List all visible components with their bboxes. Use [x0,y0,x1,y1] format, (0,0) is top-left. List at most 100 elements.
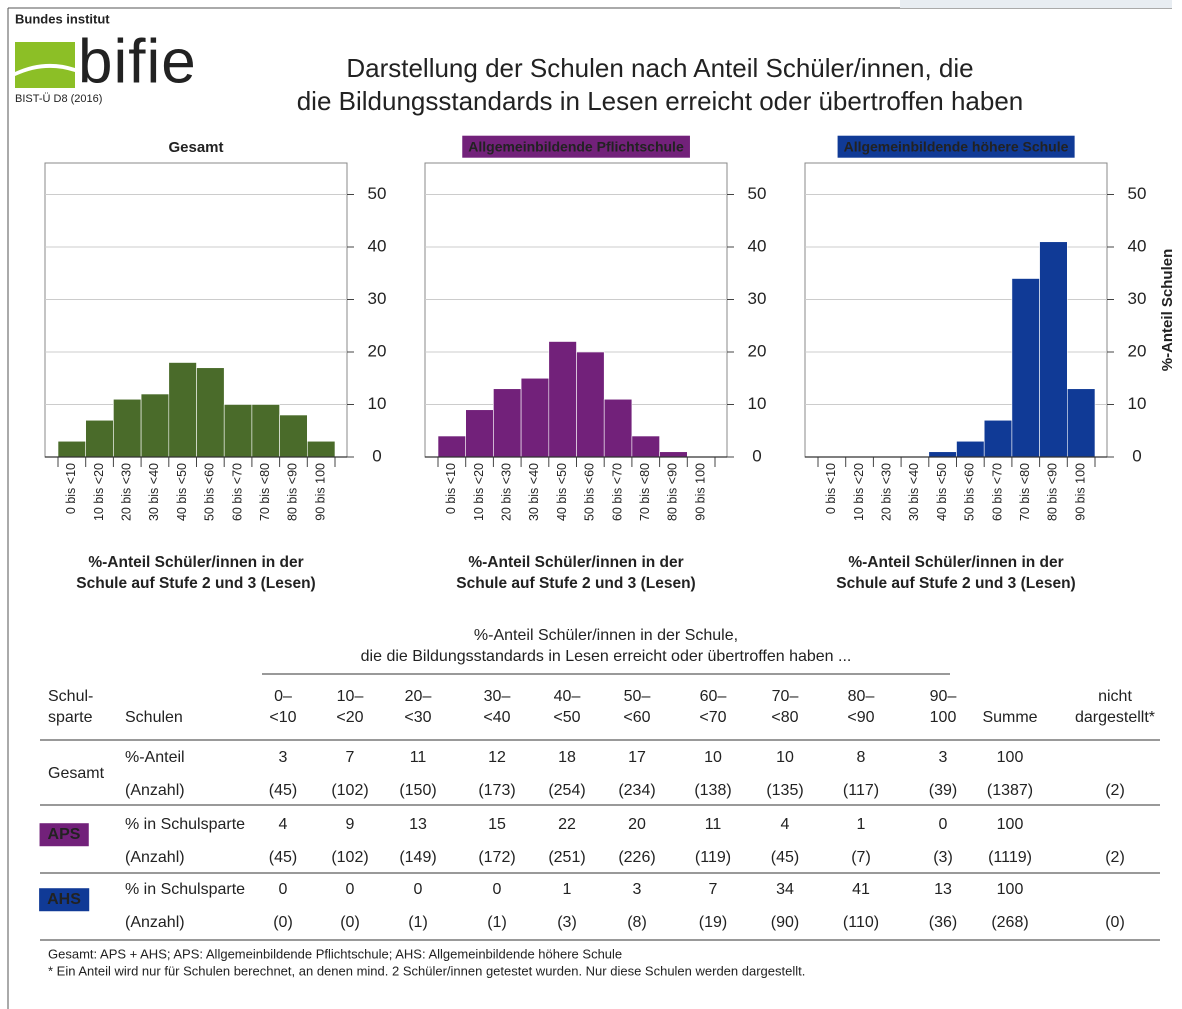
column-header: <90 [847,709,874,726]
cell: (268) [991,914,1028,931]
cell: (0) [273,914,293,931]
cell: (102) [331,849,368,866]
cell: 1 [857,816,866,833]
bar [196,367,225,458]
bar [1067,388,1096,458]
x-tick-label: 70 bis <80 [258,463,272,521]
x-tick-label: 30 bis <40 [527,463,541,521]
cell: (3) [557,914,577,931]
column-header: nicht [1098,688,1132,705]
x-tick-label: 40 bis <50 [555,463,569,521]
row-label: % in Schulsparte [125,881,245,898]
panel-title: Allgemeinbildende Pflichtschule [468,139,684,155]
x-tick-label: 20 bis <30 [880,463,894,521]
tab [900,0,1172,8]
group-badge-label: APS [48,826,81,843]
cell: (150) [399,782,436,799]
cell: (254) [548,782,585,799]
row-label: %-Anteil [125,749,185,766]
y-tick-label: 10 [748,394,767,413]
bar [1039,241,1068,458]
column-header: <70 [699,709,726,726]
row-label: (Anzahl) [125,914,185,931]
cell: 12 [488,749,506,766]
x-tick-label: 50 bis <60 [963,463,977,521]
cell: (1) [408,914,428,931]
cell: 13 [409,816,427,833]
cell: 8 [857,749,866,766]
cell: 0 [279,881,288,898]
panel-title: Allgemeinbildende höhere Schule [844,139,1069,155]
cell: (226) [618,849,655,866]
cell: (2) [1105,782,1125,799]
y-axis-label: %-Anteil Schulen [1159,249,1176,372]
logo-swoosh [15,42,75,72]
group-label: Gesamt [48,765,105,782]
x-tick-label: 0 bis <10 [444,463,458,514]
bar [251,404,280,458]
group-badge-label: AHS [47,891,81,908]
y-tick-label: 30 [748,289,767,308]
bar [956,440,985,458]
bar [113,398,142,458]
cell: (138) [694,782,731,799]
column-header: <40 [483,709,510,726]
x-tick-label: 10 bis <20 [92,463,106,521]
cell: 22 [558,816,576,833]
cell: 0 [939,816,948,833]
cell: 41 [852,881,870,898]
cell: 34 [776,881,794,898]
column-header: Summe [982,709,1037,726]
cell: 0 [346,881,355,898]
x-tick-label: 80 bis <90 [666,463,680,521]
cell: (45) [771,849,799,866]
cell: 3 [633,881,642,898]
bar [306,440,336,458]
cell: (36) [929,914,957,931]
column-header: <20 [336,709,363,726]
cell: (1119) [988,849,1032,866]
x-tick-label: 20 bis <30 [500,463,514,521]
cell: 100 [997,816,1024,833]
cell: (234) [618,782,655,799]
y-tick-label: 30 [1128,289,1147,308]
cell: 18 [558,749,576,766]
logo-code: BIST-Ü D8 (2016) [15,93,102,105]
y-tick-label: 30 [368,289,387,308]
x-tick-label: 20 bis <30 [120,463,134,521]
x-axis-label: Schule auf Stufe 2 und 3 (Lesen) [76,575,315,592]
title: Darstellung der Schulen nach Anteil Schü… [346,53,973,83]
x-tick-label: 30 bis <40 [907,463,921,521]
cell: (102) [331,782,368,799]
column-header: sparte [48,709,93,726]
bar [223,404,253,458]
cell: (45) [269,782,297,799]
x-tick-label: 60 bis <70 [230,463,244,521]
x-tick-label: 90 bis 100 [313,463,327,521]
cell: (0) [1105,914,1125,931]
bar [57,440,87,458]
cell: 7 [346,749,355,766]
column-header: 80– [848,688,875,705]
cell: 15 [488,816,506,833]
x-tick-label: 80 bis <90 [286,463,300,521]
x-axis-label: %-Anteil Schüler/innen in der [88,554,303,571]
y-tick-label: 20 [368,341,387,360]
cell: (251) [548,849,585,866]
cell: 0 [493,881,502,898]
bar [493,388,522,458]
x-tick-label: 90 bis 100 [693,463,707,521]
cell: 11 [705,816,722,833]
cell: (173) [478,782,515,799]
cell: (1) [487,914,507,931]
x-tick-label: 80 bis <90 [1046,463,1060,521]
x-axis-label: %-Anteil Schüler/innen in der [848,554,1063,571]
cell: 10 [776,749,794,766]
cell: (2) [1105,849,1125,866]
cell: (149) [399,849,436,866]
y-tick-label: 50 [748,184,767,203]
x-tick-label: 70 bis <80 [638,463,652,521]
y-tick-label: 10 [368,394,387,413]
group-badge [39,823,89,847]
logo-top: Bundes institut [15,11,110,26]
